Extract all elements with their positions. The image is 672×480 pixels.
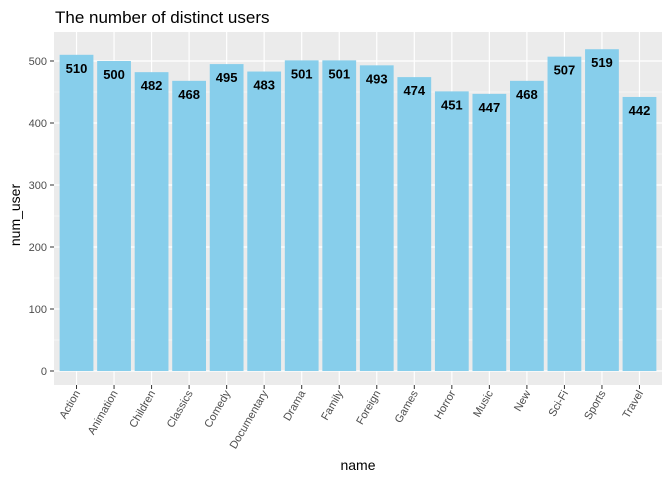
x-tick-label: Family [319, 388, 346, 422]
bar [585, 49, 619, 371]
x-tick-label: Foreign [354, 389, 383, 427]
bar [622, 96, 657, 372]
bar-value-label: 482 [141, 78, 163, 93]
chart-title: The number of distinct users [55, 8, 269, 27]
x-tick-label: Drama [281, 388, 308, 423]
bar [434, 91, 469, 371]
x-axis: Action Animation Children Classics ComedyDoc… [57, 385, 646, 451]
x-tick-label: Sci-Fi [547, 389, 571, 419]
bar-value-label: 442 [629, 103, 651, 118]
bar [97, 61, 131, 371]
bar [472, 93, 507, 372]
x-tick-label: Action [57, 389, 83, 421]
bars-group [59, 49, 657, 372]
bar [134, 72, 169, 371]
bar-value-label: 495 [216, 70, 238, 85]
bar-value-label: 510 [66, 61, 88, 76]
x-tick-label: Horror [432, 388, 458, 421]
bar-value-label: 500 [103, 67, 125, 82]
bar [547, 56, 582, 371]
bar-value-label: 447 [479, 100, 501, 115]
x-tick-label: New [512, 388, 533, 413]
x-tick-label: Animation [86, 389, 121, 437]
bar [322, 60, 357, 371]
y-tick-label: 300 [29, 180, 47, 192]
bar-value-label: 468 [178, 87, 200, 102]
bar-value-label: 493 [366, 71, 388, 86]
bar [510, 80, 544, 371]
x-tick-label: Sports [582, 388, 609, 422]
y-axis-title: num_user [7, 184, 23, 247]
bar-value-label: 507 [554, 63, 576, 78]
x-tick-label: Travel [621, 389, 646, 421]
bar [284, 60, 319, 371]
x-tick-label: Comedy [202, 388, 233, 430]
bar [247, 71, 282, 371]
bar-value-label: 474 [403, 83, 425, 98]
y-axis: 0 100 200 300 400 500 [29, 56, 54, 378]
y-tick-label: 100 [29, 304, 47, 316]
x-axis-title: name [340, 457, 375, 473]
bar [59, 54, 94, 372]
bar-value-label: 519 [591, 55, 613, 70]
x-tick-label: Music [471, 388, 496, 419]
bar-value-label: 451 [441, 97, 463, 112]
x-tick-label: Children [127, 389, 158, 430]
bar-value-label: 483 [253, 78, 275, 93]
x-tick-label: Games [393, 388, 421, 425]
bar-value-label: 501 [291, 66, 313, 81]
y-tick-label: 0 [41, 366, 47, 378]
y-tick-label: 400 [29, 118, 47, 130]
bar [397, 77, 432, 372]
bar-labels-group: 510 500 482 468 495 483 501 501 493 474 451 447 468 5… [66, 55, 651, 118]
y-tick-label: 500 [29, 56, 47, 68]
x-tick-label: Documentary [228, 388, 271, 451]
bar-value-label: 468 [516, 87, 538, 102]
bar [209, 64, 244, 371]
y-tick-label: 200 [29, 242, 47, 254]
bar-value-label: 501 [328, 66, 350, 81]
x-tick-label: Classics [165, 388, 196, 430]
bar [172, 80, 206, 371]
bar [359, 65, 394, 371]
